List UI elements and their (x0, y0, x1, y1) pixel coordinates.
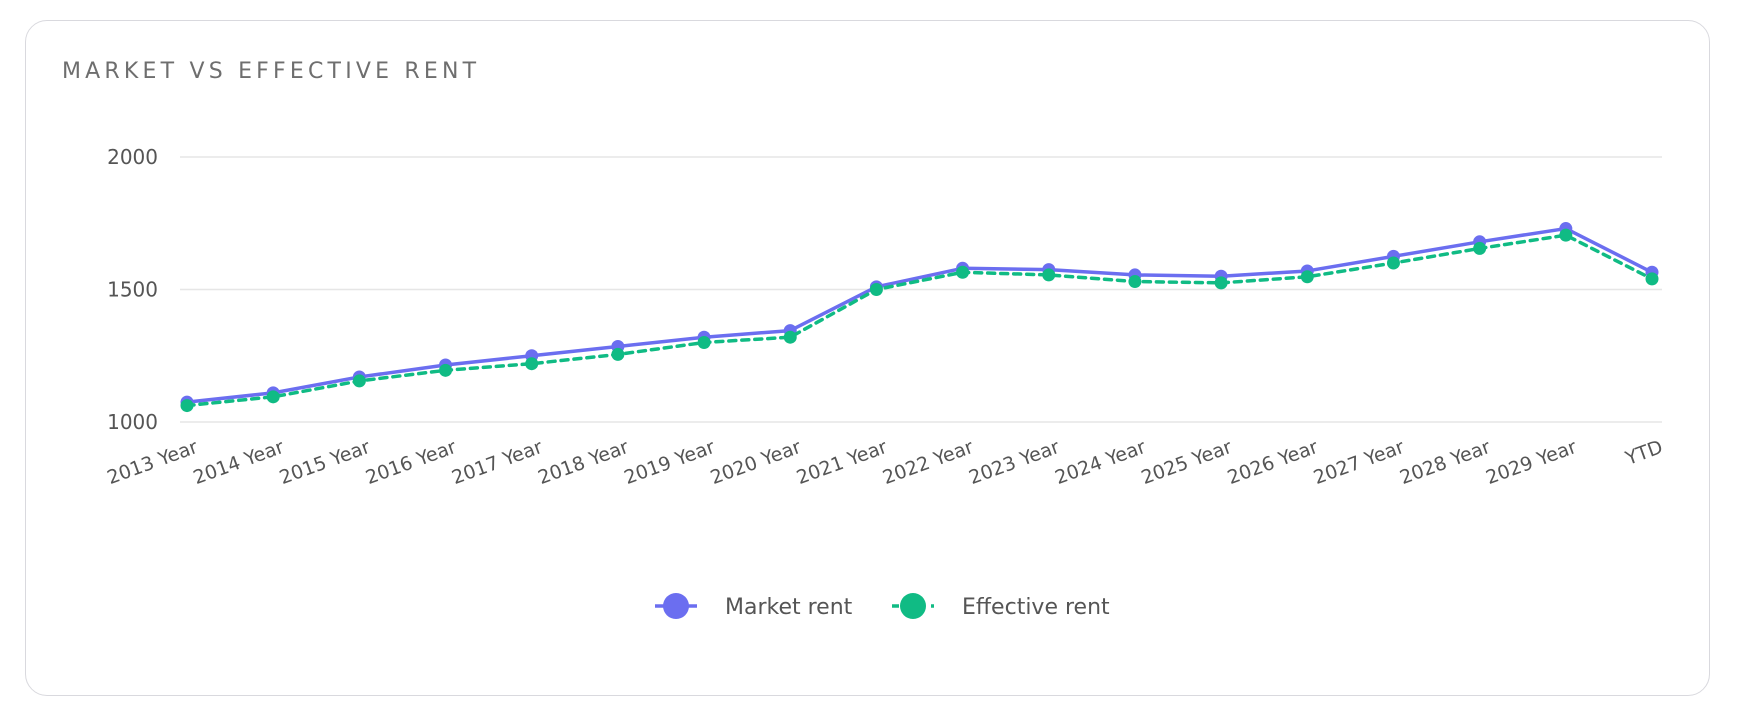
chart-card: MARKET VS EFFECTIVE RENT (25, 20, 1710, 696)
legend-swatch-marker (900, 593, 926, 619)
y-axis-ticks: 1000 1500 2000 (107, 145, 158, 434)
x-tick-label: 2025 Year (1138, 436, 1235, 489)
x-tick-label: 2021 Year (794, 436, 891, 489)
data-point[interactable] (352, 374, 366, 388)
x-tick-label: 2026 Year (1225, 436, 1322, 489)
x-tick-label: 2022 Year (880, 436, 977, 489)
data-point[interactable] (869, 283, 883, 296)
x-tick-label: 2014 Year (190, 436, 287, 489)
x-tick-label: 2013 Year (104, 436, 201, 489)
x-tick-label: 2027 Year (1311, 436, 1408, 489)
x-tick-label: 2019 Year (621, 436, 718, 489)
y-tick-label: 1500 (107, 278, 158, 302)
x-tick-label: 2015 Year (277, 436, 374, 489)
legend-label: Effective rent (962, 595, 1110, 620)
legend-label: Market rent (725, 595, 853, 620)
data-point[interactable] (180, 399, 194, 413)
x-tick-label: 2016 Year (363, 436, 460, 489)
legend: Market rent Effective rent (655, 593, 1110, 620)
data-point[interactable] (1128, 275, 1142, 289)
data-point[interactable] (1214, 276, 1228, 290)
data-point[interactable] (783, 330, 797, 344)
series-market-rent (180, 222, 1659, 409)
data-point[interactable] (266, 390, 280, 404)
data-point[interactable] (1042, 268, 1056, 282)
data-point[interactable] (439, 363, 453, 377)
x-tick-label: 2028 Year (1397, 436, 1494, 489)
x-tick-label: 2029 Year (1483, 436, 1580, 489)
series-effective-rent (180, 228, 1659, 413)
data-point[interactable] (1645, 272, 1659, 286)
series-line (185, 226, 1654, 404)
legend-item-market-rent[interactable]: Market rent (655, 593, 853, 620)
data-point[interactable] (1559, 228, 1573, 242)
series-layer (180, 222, 1659, 413)
data-point[interactable] (525, 357, 539, 371)
x-tick-label: 2018 Year (535, 436, 632, 489)
data-point[interactable] (611, 347, 625, 361)
y-tick-label: 1000 (107, 410, 158, 434)
x-tick-label: 2017 Year (449, 436, 546, 489)
data-point[interactable] (1300, 270, 1314, 284)
legend-swatch-marker (663, 593, 689, 619)
data-point[interactable] (956, 265, 970, 279)
grid-lines (180, 156, 1662, 423)
data-point[interactable] (1386, 256, 1400, 270)
x-tick-label: 2024 Year (1052, 436, 1149, 489)
y-tick-label: 2000 (107, 145, 158, 169)
x-tick-label: 2023 Year (966, 436, 1063, 489)
x-tick-label: YTD (1622, 436, 1666, 470)
x-tick-label: 2020 Year (708, 436, 805, 489)
legend-item-effective-rent[interactable]: Effective rent (892, 593, 1110, 620)
chart-title: MARKET VS EFFECTIVE RENT (62, 59, 481, 84)
data-point[interactable] (697, 336, 711, 349)
series-line (185, 233, 1654, 408)
data-point[interactable] (1473, 241, 1487, 255)
